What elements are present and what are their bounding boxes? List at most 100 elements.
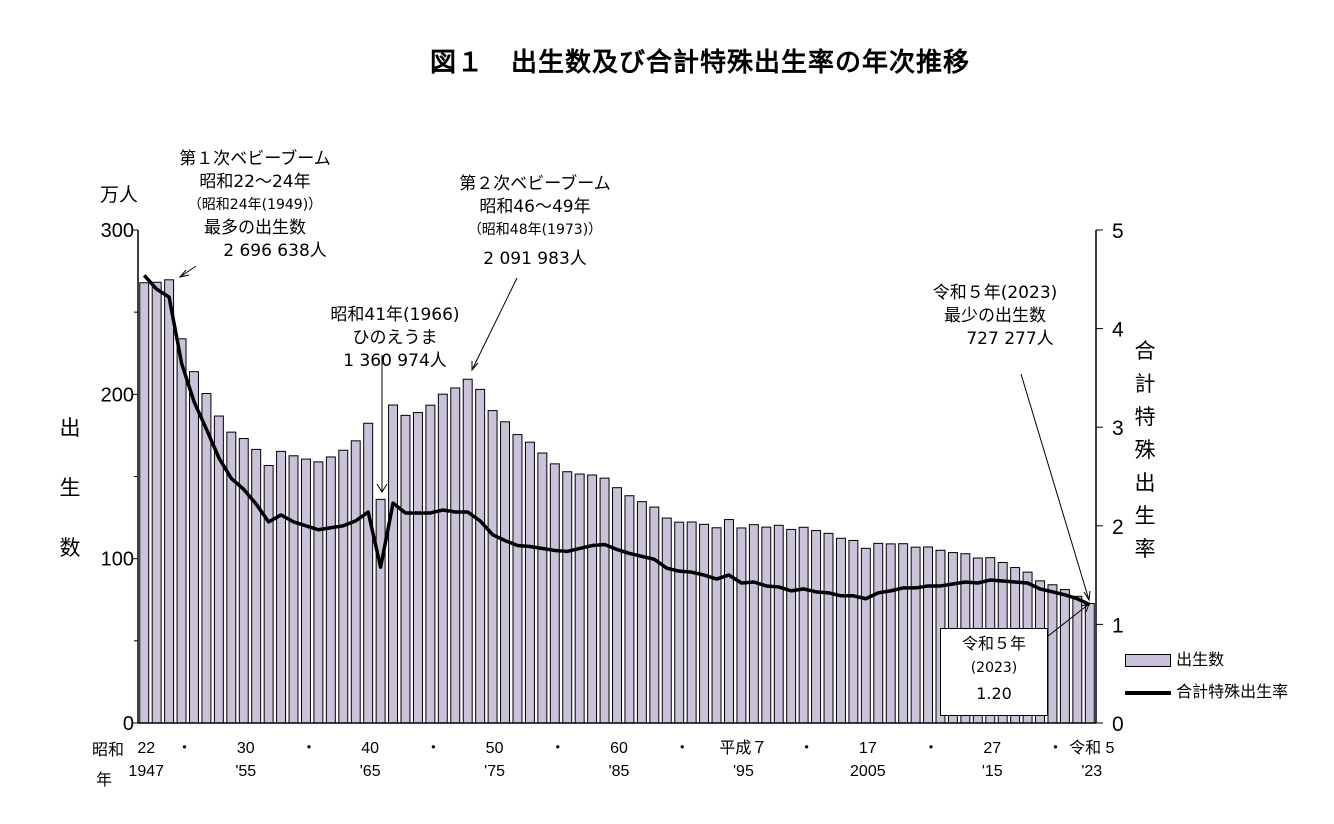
axis-label-char: 計 [1134,372,1156,396]
left-axis-unit: 万人 [100,184,139,206]
annotation-text: (2023) [970,660,1018,676]
bar-2021 [1059,589,1070,724]
bar-1990 [674,521,685,724]
annotation-text: 令和５年(2023) [932,283,1058,303]
left-axis-label: 出生数 [58,398,82,578]
bar-1988 [649,506,660,724]
bar-1970 [425,404,436,724]
bar-1956 [251,448,262,724]
axis-label-char: 合 [1134,339,1156,363]
bar-1978 [524,441,535,724]
legend-label: 合計特殊出生率 [1176,682,1289,701]
bar-1977 [512,434,523,724]
x-tick-year: '23 [1081,763,1102,780]
annotation-text: 第２次ベビーブーム [459,174,611,194]
bar-2000 [798,526,809,724]
bar-1948 [151,281,162,724]
annotation-text: 最少の出生数 [944,306,1046,326]
bar-2008 [898,543,909,724]
x-tick-year: '15 [982,763,1003,780]
annotation-tfr-box: 令和５年 (2023) 1.20 [940,628,1048,716]
bar-1963 [338,449,349,724]
bar-1951 [189,371,199,724]
right-tick-label: 2 [1112,516,1124,539]
arrow-boom2-head [471,361,479,372]
x-tick-dot: ・ [799,738,815,757]
annotation-text: 昭和22～24年 [199,172,311,192]
bar-1984 [599,477,610,724]
bar-1993 [711,527,722,724]
right-tick-label: 1 [1112,614,1124,637]
annotation-min: 令和５年(2023) 最少の出生数 727 277人 [910,282,1080,351]
annotation-text: 727 277人 [966,329,1054,349]
annotation-text: 最多の出生数 [204,218,306,238]
x-era-label: 昭和 [92,740,125,759]
bar-2001 [811,530,822,724]
x-year-label: 年 [96,770,113,789]
annotation-text: 2 696 638人 [223,241,327,261]
arrow-hinoe-head [376,483,388,493]
bar-1980 [549,463,560,724]
bar-1991 [686,521,697,724]
bar-1968 [400,414,411,724]
arrow-tfr-head [1080,603,1090,613]
bar-1971 [437,393,448,724]
bar-1981 [562,471,573,724]
x-tick-dot: ・ [550,738,566,757]
right-tick-label: 4 [1112,319,1124,342]
x-tick-era: 60 [610,740,628,757]
axis-label-char: 出 [1134,471,1156,495]
axis-label-char: 殊 [1134,438,1156,462]
bar-1964 [350,440,361,724]
bar-1962 [325,456,336,724]
annotation-text: 昭和41年(1966) [330,305,460,325]
bar-2020 [1047,584,1058,724]
bar-1950 [176,338,187,724]
bar-2009 [910,546,921,724]
axis-label-char: 数 [59,536,81,560]
bar-2023 [1084,603,1095,724]
x-tick-era: 30 [237,740,255,757]
annotation-text: （昭和48年(1973)） [467,222,603,238]
x-tick-era: 平成７ [719,739,767,757]
x-tick-year: 1947 [128,763,164,780]
bar-1974 [475,388,486,724]
x-tick-era: 令和 5 [1069,739,1114,757]
bar-1966 [375,498,386,724]
bar-1952 [201,393,212,724]
bar-1947 [139,282,150,724]
bar-1972 [450,387,461,724]
bar-1989 [661,517,672,724]
x-tick-year: '55 [235,763,256,780]
x-tick-year: '75 [484,763,505,780]
x-tick-era: 22 [137,740,155,757]
annotation-text: 1 360 974人 [343,351,447,371]
annotation-text: ひのえうま [352,328,438,348]
x-tick-era: 17 [859,740,877,757]
x-tick-year: '85 [609,763,630,780]
bar-1979 [537,452,548,724]
annotation-text: （昭和24年(1949)） [187,197,323,213]
bar-1996 [748,524,759,724]
bar-1949 [164,279,175,724]
bar-1958 [276,450,287,724]
bar-1982 [574,473,585,724]
bar-2005 [860,547,871,724]
annotation-boom2: 第２次ベビーブーム 昭和46～49年 （昭和48年(1973)） 2 091 9… [430,173,640,271]
bar-1985 [612,487,622,724]
bar-1965 [363,422,374,724]
legend-item-births: 出生数 [1125,646,1224,670]
bar-1995 [736,527,747,724]
bar-1967 [388,404,399,724]
x-tick-year: '65 [360,763,381,780]
bar-1960 [300,458,311,724]
legend-bar-swatch [1125,654,1171,667]
axis-label-char: 生 [1134,504,1156,528]
arrow-tfr [1042,603,1090,641]
x-tick-era: 50 [486,740,504,757]
legend-item-tfr: 合計特殊出生率 [1125,678,1288,702]
bar-1999 [786,528,797,724]
left-tick-label: 200 [101,384,134,406]
annotation-text: 第１次ベビーブーム [179,149,331,169]
right-axis-label: 合計特殊出生率 [1133,335,1157,566]
